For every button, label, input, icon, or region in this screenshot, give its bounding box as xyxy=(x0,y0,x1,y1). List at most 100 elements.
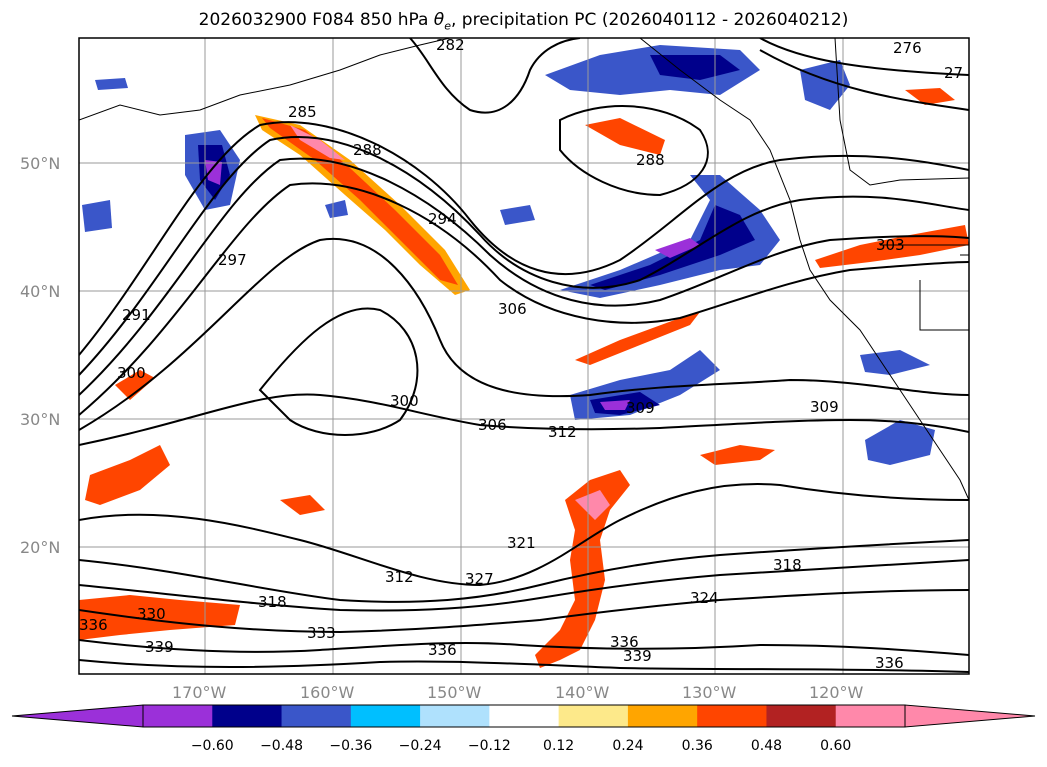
contour-label: 327 xyxy=(465,570,494,588)
colorbar-boxes xyxy=(143,705,906,727)
contour-label: 297 xyxy=(218,251,247,269)
colorbar-tick-label: −0.12 xyxy=(467,738,511,754)
colorbar-box xyxy=(489,705,560,727)
contour-label: 318 xyxy=(258,593,287,611)
contour-label: 330 xyxy=(137,605,166,623)
precip-sw-cluster xyxy=(85,445,170,505)
map-gridlines xyxy=(79,38,969,674)
dry-mexico xyxy=(865,420,935,465)
lon-label-150w: 150°W xyxy=(427,683,482,702)
contour-label: 309 xyxy=(810,398,839,416)
contour-label: 282 xyxy=(436,36,465,54)
contour-label: 288 xyxy=(636,151,665,169)
dry-small-2 xyxy=(500,205,535,225)
contour-label: 336 xyxy=(428,641,457,659)
precip-canada-east xyxy=(905,88,955,105)
precip-band-gulf-of-alaska-max xyxy=(290,125,345,160)
contour-label: 276 xyxy=(893,39,922,57)
precip-mid-small xyxy=(280,495,325,515)
lon-label-120w: 120°W xyxy=(809,683,864,702)
colorbar-tick-label: −0.24 xyxy=(398,738,442,754)
contour-label: 300 xyxy=(390,392,419,410)
dry-mid-purple xyxy=(600,400,630,410)
contour-label: 300 xyxy=(117,364,146,382)
lon-label-130w: 130°W xyxy=(682,683,737,702)
map-title: 2026032900 F084 850 hPa θe, precipitatio… xyxy=(0,10,1047,32)
precip-subtropical-plume xyxy=(535,470,630,668)
colorbar-box xyxy=(212,705,283,727)
contour-label: 288 xyxy=(353,141,382,159)
colorbar-over-arrow xyxy=(905,705,1035,727)
precip-nw-coast xyxy=(585,118,665,155)
contour-label: 309 xyxy=(626,399,655,417)
colorbar-box xyxy=(420,705,490,727)
lon-label-160w: 160°W xyxy=(300,683,355,702)
contour-label: 339 xyxy=(145,638,174,656)
contour-label: 312 xyxy=(385,568,414,586)
lat-label-20n: 20°N xyxy=(20,538,61,557)
colorbar-tick-label: 0.48 xyxy=(750,738,783,754)
title-suffix: , precipitation PC (2026040112 - 2026040… xyxy=(450,10,849,30)
lat-label-50n: 50°N xyxy=(20,154,61,173)
dry-small-3 xyxy=(95,78,128,90)
colorbar xyxy=(11,704,1036,728)
precip-plume-core xyxy=(575,490,610,520)
contour-label: 306 xyxy=(498,300,527,318)
contour-label: 336 xyxy=(79,616,108,634)
dry-small-4 xyxy=(82,200,112,232)
contour-label: 333 xyxy=(307,624,336,642)
contour-label: 285 xyxy=(288,103,317,121)
title-theta: θ xyxy=(433,10,445,30)
dry-arc-purple xyxy=(655,238,700,258)
dry-arc-core xyxy=(590,205,755,290)
dry-arc-outer xyxy=(560,175,780,298)
precip-positive-regions xyxy=(79,88,969,668)
precip-negative-regions xyxy=(82,45,935,465)
contour-label: 318 xyxy=(773,556,802,574)
colorbar-tick-label: 0.24 xyxy=(612,738,644,754)
precip-band-gulf-of-alaska-core xyxy=(262,118,458,285)
colorbar-box xyxy=(350,705,421,727)
colorbar-box xyxy=(766,705,837,727)
colorbar-tick-label: −0.36 xyxy=(329,738,373,754)
contour-label: 27 xyxy=(944,64,963,82)
map-frame xyxy=(78,37,970,675)
colorbar-under-arrow xyxy=(12,705,143,727)
contour-label: 336 xyxy=(610,633,639,651)
contour-label: 321 xyxy=(507,534,536,552)
colorbar-box xyxy=(558,705,629,727)
title-prefix: 2026032900 F084 850 hPa xyxy=(198,10,434,30)
precip-southwest-band xyxy=(79,595,240,640)
dry-small-1 xyxy=(325,200,348,218)
colorbar-box xyxy=(281,705,352,727)
colorbar-box xyxy=(143,705,213,727)
contour-label: 339 xyxy=(623,647,652,665)
contour-label: 294 xyxy=(428,210,457,228)
colorbar-box xyxy=(697,705,767,727)
lon-label-140w: 140°W xyxy=(555,683,610,702)
colorbar-tick-label: 0.12 xyxy=(543,738,575,754)
precip-east-tropical xyxy=(700,445,775,465)
contour-label: 336 xyxy=(875,654,904,672)
contour-label: 324 xyxy=(690,589,719,607)
contour-label-group: 276 27 282 285 288 288 294 297 291 300 3… xyxy=(79,36,963,672)
lat-label-30n: 30°N xyxy=(20,410,61,429)
title-theta-sub: e xyxy=(444,19,451,33)
dry-west-purple xyxy=(205,160,222,185)
lon-label-170w: 170°W xyxy=(172,683,227,702)
lat-label-40n: 40°N xyxy=(20,282,61,301)
colorbar-box xyxy=(627,705,698,727)
contour-label: 306 xyxy=(478,416,507,434)
colorbar-box xyxy=(835,705,906,727)
precip-west-small xyxy=(115,370,155,400)
contour-label: 291 xyxy=(122,306,151,324)
colorbar-tick-label: 0.60 xyxy=(820,738,852,754)
coastlines xyxy=(79,38,969,501)
contour-label: 312 xyxy=(548,423,577,441)
theta-e-contours xyxy=(79,38,969,673)
colorbar-tick-label: −0.48 xyxy=(260,738,303,754)
contour-label: 303 xyxy=(876,236,905,254)
colorbar-tick-label: 0.36 xyxy=(681,738,713,754)
map-area: 276 27 282 285 288 288 294 297 291 300 3… xyxy=(79,36,969,674)
